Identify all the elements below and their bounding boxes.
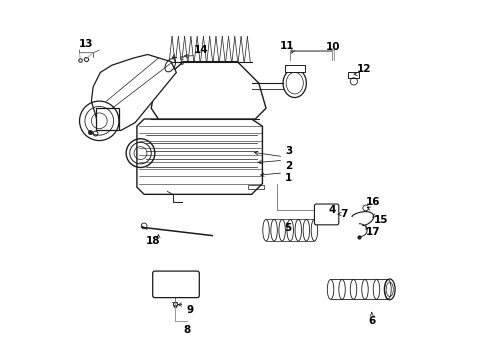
Text: 11: 11: [280, 41, 294, 50]
Polygon shape: [96, 108, 119, 130]
Text: o: o: [179, 60, 183, 66]
Text: 6: 6: [367, 316, 375, 325]
Text: 13: 13: [79, 39, 93, 49]
Text: 12: 12: [356, 64, 370, 74]
FancyBboxPatch shape: [314, 204, 338, 225]
Text: 14: 14: [194, 45, 208, 55]
Polygon shape: [91, 54, 176, 131]
Text: 7: 7: [340, 209, 347, 219]
Text: 8: 8: [183, 325, 190, 335]
Polygon shape: [284, 65, 304, 72]
Text: 15: 15: [373, 215, 388, 225]
Text: 5: 5: [284, 224, 290, 233]
FancyBboxPatch shape: [152, 271, 199, 298]
Text: 4: 4: [328, 205, 335, 215]
Text: 9: 9: [186, 305, 193, 315]
Polygon shape: [151, 62, 265, 119]
Text: 3: 3: [285, 146, 292, 156]
Text: 17: 17: [365, 227, 379, 237]
Ellipse shape: [283, 69, 306, 98]
Text: 16: 16: [365, 197, 379, 207]
Polygon shape: [348, 72, 359, 78]
Text: 1: 1: [285, 173, 292, 183]
Text: 2: 2: [285, 161, 292, 171]
Text: 10: 10: [325, 42, 340, 51]
Text: e: e: [179, 55, 183, 61]
Text: 18: 18: [145, 236, 160, 246]
